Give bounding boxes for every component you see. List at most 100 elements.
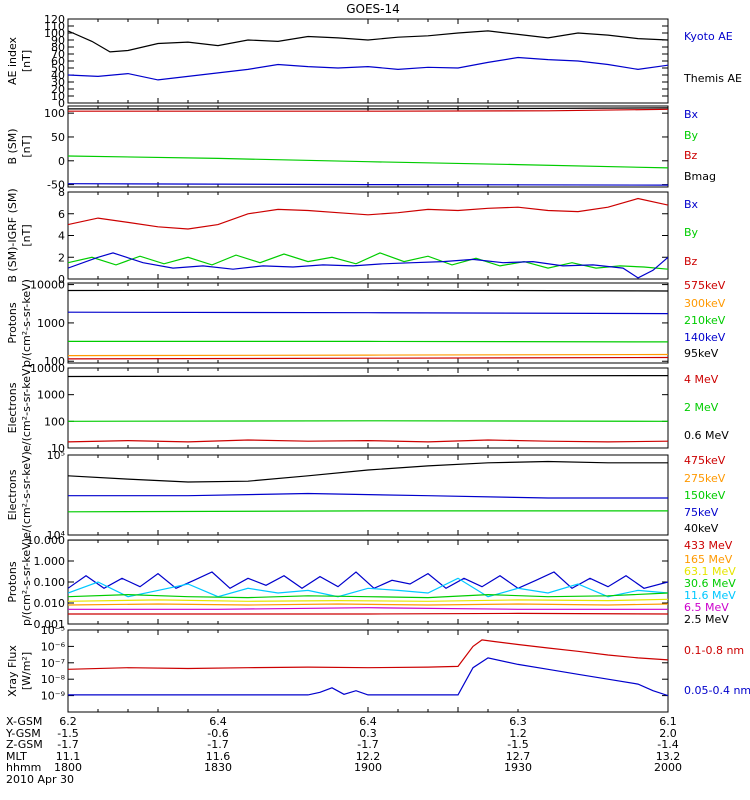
y-tick-label: 90 — [51, 34, 65, 47]
series-group — [68, 540, 668, 615]
legend-entry: 0.6 MeV — [684, 429, 729, 442]
y-axis-label: Xray Flux — [6, 645, 19, 697]
footer-value: 2000 — [654, 761, 682, 774]
legend-entry: 210keV — [684, 314, 726, 327]
footer-value: -1.5 — [507, 738, 528, 751]
panel-2: -50 0 50 100 B (SM) [nT] Bx By Bz Bmag — [6, 105, 716, 192]
y-axis-label: [nT] — [20, 135, 33, 157]
series-line-3 — [68, 340, 668, 343]
y-tick-label: 0.010 — [34, 597, 66, 610]
legend-entry: 2.5 MeV — [684, 613, 729, 626]
chart-title: GOES-14 — [346, 2, 400, 16]
y-tick-label: 1.000 — [34, 555, 66, 568]
legend-entry: 95keV — [684, 347, 719, 360]
y-tick-label: 0.100 — [34, 576, 66, 589]
y-axis-label: p/(cm²-s-sr-keV) — [20, 538, 33, 626]
legend-entry: Themis AE — [683, 72, 742, 85]
y-tick-label: 50 — [51, 131, 65, 144]
footer-value: 2.0 — [659, 727, 677, 740]
series-line-3 — [68, 439, 668, 443]
legend-entry: Bx — [684, 198, 699, 211]
panel-frame — [67, 539, 669, 625]
y-tick-label: 10⁻⁶ — [41, 640, 66, 653]
y-tick-label: 50 — [51, 62, 65, 75]
legend-entry: 4 MeV — [684, 373, 719, 386]
panel-8: 10⁻⁹ 10⁻⁸ 10⁻⁷ 10⁻⁶ 10⁻⁵ Xray Flux [W/m²] 0.1-0… — [6, 624, 750, 713]
footer-value: 6.4 — [209, 715, 227, 728]
series-line-4 — [68, 353, 668, 357]
y-tick-label: 10 — [51, 90, 65, 103]
footer-value: -1.7 — [207, 738, 228, 751]
legend-entry: By — [684, 129, 699, 142]
series-line-1 — [68, 460, 668, 483]
footer-value: 6.3 — [509, 715, 527, 728]
series-line-2 — [68, 657, 668, 697]
y-tick-label: 80 — [51, 41, 65, 54]
legend-entry: Bx — [684, 108, 699, 121]
y-tick-label: 10⁻⁵ — [41, 624, 65, 637]
y-tick-label: 0 — [58, 273, 65, 286]
footer-date: 2010 Apr 30 — [6, 773, 74, 786]
series-line-4 — [68, 592, 668, 599]
y-axis-label: [nT] — [20, 50, 33, 72]
footer-row-label: hhmm — [6, 761, 41, 774]
series-line-2 — [68, 492, 668, 499]
y-tick-label: 1000 — [37, 389, 65, 402]
series-line-2 — [68, 311, 668, 315]
y-tick-label: 10⁻⁷ — [41, 657, 65, 670]
footer-row-label: MLT — [6, 750, 27, 763]
series-line-1 — [68, 375, 668, 378]
legend-entry: 575keV — [684, 279, 726, 292]
footer-value: -1.7 — [357, 738, 378, 751]
y-axis-label: e/(cm²-s-sr-keV) — [20, 364, 33, 452]
series-line-5 — [68, 356, 668, 360]
footer-row-label: Y-GSM — [5, 727, 41, 740]
y-axis-label: Protons — [6, 561, 19, 602]
legend-entry: By — [684, 226, 699, 239]
y-axis-label: e/(cm²-s-sr-keV) — [20, 451, 33, 539]
panel-frame — [67, 282, 669, 364]
footer-row-label: Z-GSM — [6, 738, 43, 751]
legend-entry: 300keV — [684, 297, 726, 310]
y-tick-label: 100 — [44, 415, 65, 428]
series-line-2 — [68, 571, 668, 590]
y-axis-label: B (SM)-IGRF (SM) — [6, 188, 19, 282]
y-tick-label: 6 — [58, 208, 65, 221]
legend-entry: 165 MeV — [684, 553, 733, 566]
series-group — [68, 460, 668, 513]
legend-entry: 275keV — [684, 472, 726, 485]
footer-row-label: X-GSM — [6, 715, 42, 728]
y-tick-label: 1000 — [37, 317, 65, 330]
panel-frame — [67, 105, 669, 188]
y-tick-label: 8 — [58, 186, 65, 199]
series-line-3 — [68, 510, 668, 513]
y-tick-label: 110 — [44, 20, 65, 33]
y-tick-label: 0.001 — [34, 618, 66, 631]
y-axis-label: [W/m²] — [20, 652, 33, 690]
y-axis-label: AE index — [6, 36, 19, 85]
legend-entry: Bz — [684, 255, 698, 268]
series-group — [68, 197, 668, 279]
footer-value: 11.6 — [206, 750, 231, 763]
footer-value: -1.7 — [57, 738, 78, 751]
y-tick-label: 10.000 — [27, 534, 66, 547]
y-tick-label: 40 — [51, 69, 65, 82]
legend-entry: 475keV — [684, 454, 726, 467]
footer-value: 12.7 — [506, 750, 531, 763]
legend-entry: 40keV — [684, 522, 719, 535]
footer-value: 6.4 — [359, 715, 377, 728]
y-tick-label: 100 — [44, 107, 65, 120]
series-line-1 — [68, 30, 668, 53]
y-tick-label: 30 — [51, 76, 65, 89]
panel-4: 100 1000 10000 Protons p/(cm²-s-sr-keV) 575ke… — [6, 279, 726, 369]
panel-6: 10⁴ 10⁵ Electrons e/(cm²-s-sr-keV) 475keV 275… — [6, 449, 726, 542]
legend-entry: 63.1 MeV — [684, 565, 736, 578]
panel-frame — [67, 367, 669, 449]
series-line-2 — [68, 420, 668, 422]
footer-value: 1800 — [54, 761, 82, 774]
legend-entry: 2 MeV — [684, 401, 719, 414]
panel-frame — [67, 629, 669, 713]
series-line-1 — [68, 639, 668, 670]
